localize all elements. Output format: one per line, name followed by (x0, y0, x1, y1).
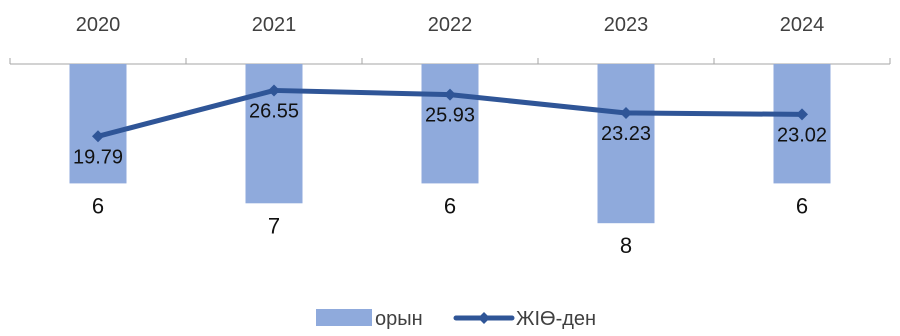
line-marker (92, 130, 104, 143)
bar (773, 64, 831, 184)
legend-bar-label: орын (375, 308, 423, 330)
bar-data-label: 8 (620, 233, 632, 258)
x-tick-label: 2021 (252, 14, 297, 36)
legend-bar-swatch (316, 309, 372, 326)
x-tick-label: 2022 (428, 14, 473, 36)
bar (69, 64, 127, 184)
x-axis: 2020 2021 2022 2023 2024 (9, 14, 891, 65)
x-tick-label: 2023 (604, 14, 649, 36)
x-tick-label: 2024 (780, 14, 825, 36)
legend-line-marker (478, 312, 490, 324)
line-marker (620, 106, 632, 119)
x-tick-label: 2020 (76, 14, 121, 36)
line-marker (444, 88, 456, 101)
legend-line-label: ЖІӨ-ден (516, 308, 596, 330)
legend: орын ЖІӨ-ден (316, 308, 596, 330)
line-series (92, 84, 808, 143)
bar-data-label: 7 (268, 213, 280, 238)
bar (597, 64, 655, 224)
line-data-label: 23.02 (777, 124, 827, 146)
line-marker (796, 108, 808, 121)
bar-data-label: 6 (444, 193, 456, 218)
line-marker (268, 84, 280, 97)
bar (421, 64, 479, 184)
line-data-label: 26.55 (249, 100, 299, 122)
line-data-label: 23.23 (601, 123, 651, 145)
data-labels: 6 7 6 8 6 19.79 26.55 25.93 23.23 23.02 (73, 100, 827, 258)
line-data-label: 19.79 (73, 146, 123, 168)
line-data-label: 25.93 (425, 105, 475, 127)
bar-data-label: 6 (92, 193, 104, 218)
bar-data-label: 6 (796, 193, 808, 218)
